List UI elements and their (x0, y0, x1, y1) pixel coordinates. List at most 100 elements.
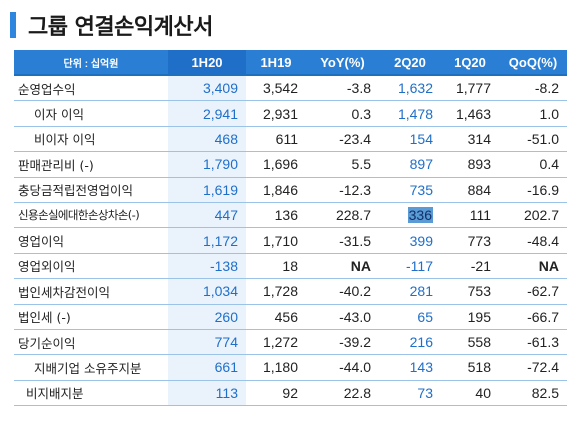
cell-1q20: 1,463 (441, 100, 499, 127)
table-header: 단위 : 십억원 1H20 1H19 YoY(%) 2Q20 1Q20 QoQ(… (14, 50, 567, 76)
cell-1h19: 136 (246, 202, 306, 229)
row-label: 비지배지분 (14, 380, 168, 407)
cell-yoy: -43.0 (306, 304, 379, 330)
cell-2q20: 1,632 (379, 75, 441, 102)
cell-yoy: -40.2 (306, 278, 379, 305)
table-row: 충당금적립전영업이익 1,619 1,846 -12.3 735 884 -16.9 (14, 177, 567, 203)
cell-1h19: 1,696 (246, 151, 306, 178)
row-label: 이자 이익 (14, 100, 168, 127)
cell-1q20: 1,777 (441, 75, 499, 102)
column-header-yoy: YoY(%) (306, 50, 379, 76)
cell-2q20: 143 (379, 354, 441, 381)
cell-yoy: -23.4 (306, 126, 379, 153)
cell-2q20: -117 (379, 253, 441, 280)
table-body: 순영업수익 3,409 3,542 -3.8 1,632 1,777 -8.2 이자 이익 2… (14, 75, 567, 407)
row-label: 비이자 이익 (14, 126, 168, 153)
cell-1q20: 773 (441, 227, 499, 254)
cell-1q20: -21 (441, 253, 499, 280)
cell-1q20: 884 (441, 177, 499, 203)
table-row: 법인세차감전이익 1,034 1,728 -40.2 281 753 -62.7 (14, 278, 567, 305)
column-header-2q20: 2Q20 (379, 50, 441, 76)
cell-2q20-highlighted[interactable]: 336 (379, 202, 441, 229)
cell-qoq: -62.7 (499, 278, 567, 305)
title-accent-bar (10, 12, 16, 38)
cell-1q20: 893 (441, 151, 499, 178)
cell-1h20: 468 (168, 126, 246, 153)
cell-1h19: 2,931 (246, 100, 306, 127)
table-row: 법인세 (-) 260 456 -43.0 65 195 -66.7 (14, 304, 567, 330)
cell-qoq: 82.5 (499, 380, 567, 407)
income-statement-table: 단위 : 십억원 1H20 1H19 YoY(%) 2Q20 1Q20 QoQ(… (14, 50, 567, 407)
page-header: 그룹 연결손익계산서 (10, 8, 213, 42)
cell-1h19: 1,272 (246, 329, 306, 356)
cell-1h20: 1,790 (168, 151, 246, 178)
cell-qoq: 202.7 (499, 202, 567, 229)
cell-yoy: -44.0 (306, 354, 379, 381)
table-row: 비이자 이익 468 611 -23.4 154 314 -51.0 (14, 126, 567, 153)
cell-2q20: 65 (379, 304, 441, 330)
table-row: 이자 이익 2,941 2,931 0.3 1,478 1,463 1.0 (14, 100, 567, 127)
cell-yoy: -3.8 (306, 75, 379, 102)
column-header-1h20: 1H20 (168, 50, 246, 76)
cell-1h19: 92 (246, 380, 306, 407)
cell-qoq: NA (499, 253, 567, 280)
cell-1h19: 456 (246, 304, 306, 330)
page-title: 그룹 연결손익계산서 (28, 15, 213, 40)
cell-1h19: 1,180 (246, 354, 306, 381)
cell-yoy: -12.3 (306, 177, 379, 203)
column-header-1h19: 1H19 (246, 50, 306, 76)
row-label: 영업이익 (14, 227, 168, 254)
table-row: 영업이익 1,172 1,710 -31.5 399 773 -48.4 (14, 227, 567, 254)
header-row: 단위 : 십억원 1H20 1H19 YoY(%) 2Q20 1Q20 QoQ(… (14, 50, 567, 76)
cell-2q20: 73 (379, 380, 441, 407)
cell-1q20: 314 (441, 126, 499, 153)
cell-1q20: 558 (441, 329, 499, 356)
row-label: 순영업수익 (14, 75, 168, 102)
cell-1h20: 1,172 (168, 227, 246, 254)
cell-1h20: 1,619 (168, 177, 246, 203)
cell-1h19: 3,542 (246, 75, 306, 102)
cell-1h20: 1,034 (168, 278, 246, 305)
cell-qoq: -8.2 (499, 75, 567, 102)
row-label: 충당금적립전영업이익 (14, 177, 168, 203)
cell-1h19: 1,846 (246, 177, 306, 203)
cell-qoq: -66.7 (499, 304, 567, 330)
cell-qoq: 1.0 (499, 100, 567, 127)
row-label: 신용손실에대한손상차손(-) (14, 202, 168, 229)
cell-1q20: 518 (441, 354, 499, 381)
cell-1h20: 260 (168, 304, 246, 330)
cell-qoq: -72.4 (499, 354, 567, 381)
cell-2q20: 1,478 (379, 100, 441, 127)
cell-1q20: 753 (441, 278, 499, 305)
cell-2q20: 154 (379, 126, 441, 153)
cell-1h20: 3,409 (168, 75, 246, 102)
cell-1h19: 18 (246, 253, 306, 280)
cell-yoy: 22.8 (306, 380, 379, 407)
row-label: 법인세 (-) (14, 304, 168, 330)
selection-highlight: 336 (407, 207, 433, 224)
cell-1h20: 113 (168, 380, 246, 407)
cell-1h20: -138 (168, 253, 246, 280)
cell-yoy: -31.5 (306, 227, 379, 254)
row-label: 당기순이익 (14, 329, 168, 356)
cell-2q20: 735 (379, 177, 441, 203)
table-row: 순영업수익 3,409 3,542 -3.8 1,632 1,777 -8.2 (14, 75, 567, 102)
cell-qoq: -16.9 (499, 177, 567, 203)
table-row: 영업외이익 -138 18 NA -117 -21 NA (14, 253, 567, 280)
column-header-1q20: 1Q20 (441, 50, 499, 76)
cell-qoq: -61.3 (499, 329, 567, 356)
cell-yoy: 228.7 (306, 202, 379, 229)
cell-1h20: 774 (168, 329, 246, 356)
cell-qoq: -48.4 (499, 227, 567, 254)
cell-1h20: 447 (168, 202, 246, 229)
row-label: 판매관리비 (-) (14, 151, 168, 178)
cell-1q20: 40 (441, 380, 499, 407)
table-row: 비지배지분 113 92 22.8 73 40 82.5 (14, 380, 567, 407)
cell-2q20: 281 (379, 278, 441, 305)
cell-1q20: 195 (441, 304, 499, 330)
cell-yoy: 5.5 (306, 151, 379, 178)
cell-1h20: 2,941 (168, 100, 246, 127)
cell-1h19: 1,710 (246, 227, 306, 254)
cell-1h19: 1,728 (246, 278, 306, 305)
cell-qoq: 0.4 (499, 151, 567, 178)
